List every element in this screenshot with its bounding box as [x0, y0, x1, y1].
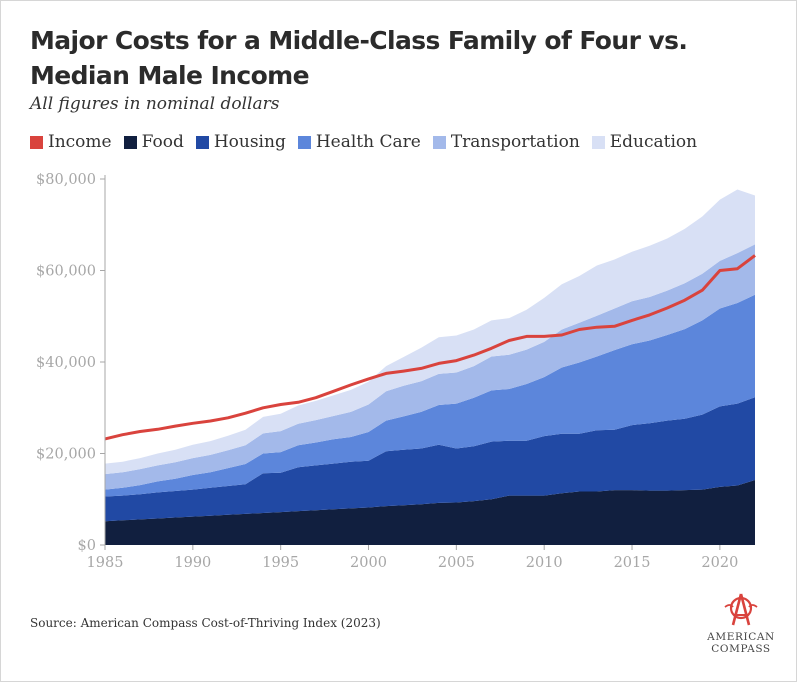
x-tick-label: 2000 — [350, 555, 387, 571]
income-line-layer — [104, 254, 756, 441]
legend-swatch-food — [123, 135, 137, 149]
chart-title: Major Costs for a Middle-Class Family of… — [30, 26, 688, 90]
legend-item-education: Education — [591, 132, 698, 152]
legend-item-food: Food — [123, 132, 184, 152]
legend-label-food: Food — [141, 132, 184, 152]
legend-swatch-health-care — [297, 135, 311, 149]
y-tick-label: $60,000 — [36, 264, 96, 280]
legend-swatch-income — [30, 135, 43, 149]
x-tick-label: 1985 — [87, 555, 124, 571]
logo-line-1: AMERICAN — [707, 631, 775, 643]
legend-label-income: Income — [48, 132, 112, 152]
legend-label-education: Education — [609, 132, 698, 152]
legend-swatch-transportation — [432, 135, 446, 149]
y-tick-label: $40,000 — [36, 355, 96, 371]
legend-item-housing: Housing — [195, 132, 286, 152]
legend-label-housing: Housing — [213, 132, 286, 152]
area-health-care — [105, 294, 755, 497]
axes: $0 $20,000 $40,000 $60,000 $80,000 1985 1990 19… — [36, 172, 738, 571]
legend-swatch-education — [591, 135, 605, 149]
chart-subtitle: All figures in nominal dollars — [30, 94, 280, 114]
y-tick-label: $80,000 — [36, 172, 96, 188]
x-tick-label: 2005 — [438, 555, 475, 571]
y-tick-label: $20,000 — [36, 447, 96, 463]
legend-item-health-care: Health Care — [297, 132, 421, 152]
area-housing — [105, 397, 755, 522]
logo-line-2: COMPASS — [711, 643, 771, 655]
area-food — [105, 480, 755, 545]
legend-label-transportation: Transportation — [450, 132, 580, 152]
x-tick-label: 2020 — [701, 555, 738, 571]
x-tick-label: 1990 — [174, 555, 211, 571]
y-tick-label: $0 — [78, 538, 96, 554]
line-income — [104, 254, 756, 441]
legend-item-transportation: Transportation — [432, 132, 580, 152]
compass-icon — [724, 593, 758, 626]
x-tick-label: 2015 — [614, 555, 651, 571]
legend-item-income: Income — [30, 132, 112, 152]
source-note: Source: American Compass Cost-of-Thrivin… — [30, 616, 381, 630]
x-tick-label: 2010 — [526, 555, 563, 571]
legend-label-health-care: Health Care — [315, 132, 421, 152]
area-transportation — [105, 244, 755, 490]
legend: Income Food Housing Health Care Transpor… — [30, 132, 709, 152]
x-tick-label: 1995 — [262, 555, 299, 571]
stacked-areas — [105, 189, 755, 545]
legend-swatch-housing — [195, 135, 209, 149]
american-compass-logo: AMERICAN COMPASS — [693, 593, 789, 657]
